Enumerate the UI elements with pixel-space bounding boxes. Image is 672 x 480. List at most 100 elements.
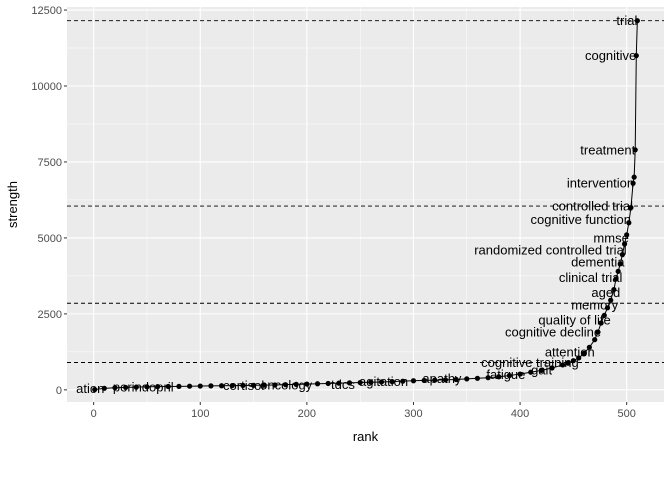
annotation-layer: trial cognitive treatment intervention contr… [76,13,637,396]
point-label: cognitive training [481,355,579,370]
data-point [624,232,630,238]
data-point [293,381,299,387]
data-point [272,382,278,388]
data-point [485,375,491,381]
data-point [304,381,310,387]
point-label: cognitive [585,48,636,63]
y-tick-label: 5000 [38,233,62,245]
data-point [517,371,523,377]
data-point [630,180,636,186]
data-point [617,261,623,267]
y-axis: 0 2500 5000 7500 10000 12500 [31,5,67,397]
data-point [250,382,257,388]
data-point [176,383,182,389]
point-label: cognitive decline [505,325,601,340]
y-tick-label: 10000 [31,81,62,93]
point-label: cortisol [223,378,264,393]
data-point [229,382,235,389]
point-label: intervention [567,176,634,191]
x-tick-label: 100 [191,408,209,420]
data-point [613,276,619,282]
data-point [144,384,150,390]
data-point [325,380,331,387]
point-label: fatigue [486,367,525,382]
point-label: agitation [359,374,408,389]
point-label: quality of life [538,312,610,327]
data-point [389,379,395,385]
data-point [240,382,246,389]
point-label: clinical trial [559,270,623,285]
point-label: dementia [571,255,625,270]
data-point [208,383,214,389]
plot-panel [67,7,664,402]
data-point [506,372,513,379]
data-point [621,241,628,247]
data-point [634,18,640,24]
y-tick-label: 2500 [38,309,62,321]
point-label: randomized controlled trial [474,243,627,258]
data-point [496,374,502,380]
y-axis-title: strength [5,181,20,228]
data-point [604,305,611,311]
data-point [101,385,107,391]
data-point [595,329,601,335]
data-point [112,385,118,391]
x-axis: 0 100 200 300 400 500 [91,402,636,420]
x-tick-label: 400 [511,408,529,420]
data-point [432,377,438,383]
data-point [378,379,385,385]
data-point [628,204,634,211]
data-point [581,350,587,356]
y-tick-label: 7500 [38,157,62,169]
data-point [598,320,604,326]
point-label: perindopril [113,379,174,394]
point-label: gait [531,363,552,378]
data-point [619,252,626,258]
data-point [357,379,363,386]
data-point [601,312,607,319]
x-tick-label: 300 [404,408,422,420]
series-line [94,20,638,391]
data-point [570,358,576,364]
data-point [133,384,139,390]
data-point [611,286,617,293]
data-point [218,383,225,389]
grid-major [67,7,664,402]
data-point [592,337,598,343]
reference-lines [67,20,664,363]
point-label: controlled trial [552,199,633,214]
x-tick-label: 500 [618,408,636,420]
data-point [538,367,545,373]
y-tick-label: 12500 [31,5,62,17]
x-tick-label: 0 [91,408,97,420]
data-point [608,297,614,303]
grid-minor [67,7,664,402]
data-point [368,379,374,385]
point-label: oncology [260,377,313,392]
data-point [576,355,582,361]
data-point [528,369,534,375]
data-point [565,360,571,366]
point-label: cognitive function [530,212,630,227]
data-point [155,384,161,390]
point-label: ation [76,381,104,396]
data-point [464,376,470,382]
data-point [261,382,267,388]
data-point [633,53,639,59]
data-point [197,383,203,389]
data-point [549,365,555,371]
point-label: treatment [580,142,635,157]
data-point [626,220,632,226]
data-point [314,381,321,387]
data-point [186,383,193,389]
point-label: mmse [593,230,628,245]
data-point [615,268,621,274]
data-point [560,362,566,368]
point-label: memory [571,297,618,312]
point-label: attention [545,344,595,359]
point-label: aged [591,285,620,300]
x-tick-label: 200 [298,408,316,420]
x-axis-title: rank [353,429,379,444]
point-label: tdcs [331,377,355,392]
data-point [410,378,417,384]
